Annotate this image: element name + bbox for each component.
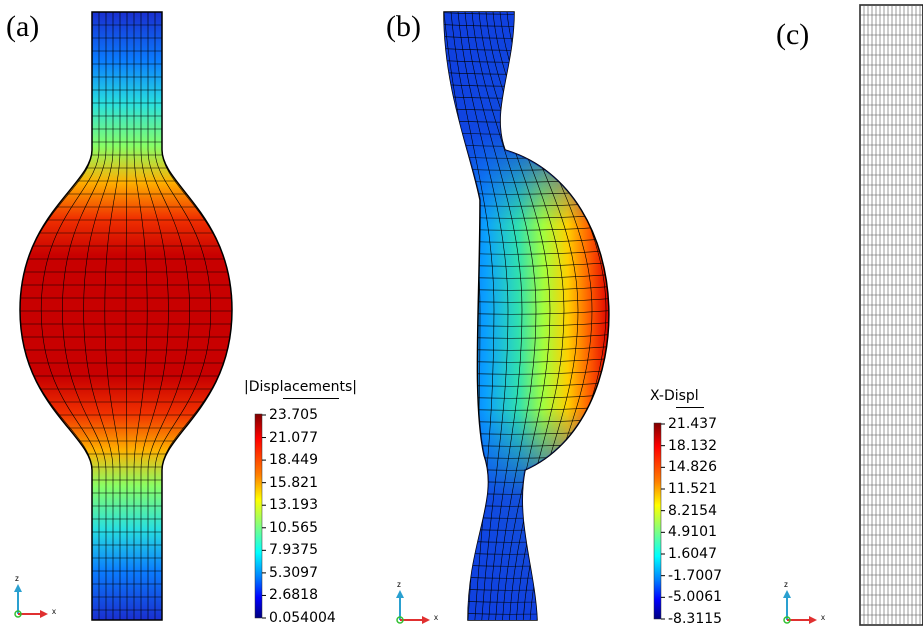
colorbar-title-b: X-Displ bbox=[650, 388, 699, 404]
mesh-b bbox=[443, 11, 610, 621]
axis-z-label-a: z bbox=[15, 574, 19, 583]
colorbar-title-rule-b bbox=[676, 407, 704, 408]
colorbar-a bbox=[254, 413, 266, 619]
colorbar-b-tick-label: 1.6047 bbox=[668, 546, 717, 562]
colorbar-b-tick-label: -5.0061 bbox=[668, 589, 723, 606]
colorbar-a-tick-label: 18.449 bbox=[269, 452, 318, 469]
axis-z-label-c: z bbox=[784, 580, 788, 589]
colorbar-b-tick-label: 11.521 bbox=[668, 481, 717, 497]
colorbar-b-tick-label: 18.132 bbox=[668, 437, 717, 454]
colorbar-b-tick-label: -1.7007 bbox=[668, 567, 723, 584]
colorbar-a-tick-label: 23.705 bbox=[269, 407, 318, 423]
axis-x-label-b: x bbox=[434, 613, 438, 622]
colorbar-b-tick-label: 8.2154 bbox=[668, 502, 717, 519]
axis-x-label-a: x bbox=[52, 607, 56, 616]
axis-x-label-c: x bbox=[821, 613, 825, 622]
colorbar-b-tick-label: -8.3115 bbox=[668, 611, 723, 627]
colorbar-a-tick-label: 7.9375 bbox=[269, 542, 318, 559]
mesh-c bbox=[859, 4, 923, 626]
colorbar-title-a: |Displacements| bbox=[244, 379, 357, 395]
axis-triad-a bbox=[14, 584, 48, 618]
mesh-a bbox=[19, 11, 233, 621]
axis-triad-c bbox=[783, 590, 817, 624]
colorbar-a-tick-label: 2.6818 bbox=[269, 587, 318, 604]
axis-triad-b bbox=[396, 590, 430, 624]
colorbar-b-tick-label: 21.437 bbox=[668, 416, 717, 432]
colorbar-a-tick-label: 0.054004 bbox=[269, 610, 336, 626]
panel-label-c: (c) bbox=[776, 18, 810, 51]
panel-label-b: (b) bbox=[386, 10, 421, 43]
axis-z-label-b: z bbox=[397, 580, 401, 589]
colorbar-a-tick-label: 10.565 bbox=[269, 519, 318, 536]
colorbar-a-tick-label: 13.193 bbox=[269, 497, 318, 514]
colorbar-b-tick-label: 4.9101 bbox=[668, 524, 717, 541]
colorbar-a-tick-label: 15.821 bbox=[269, 474, 318, 491]
colorbar-b bbox=[653, 422, 665, 620]
colorbar-a-tick-label: 5.3097 bbox=[269, 564, 318, 581]
panel-label-a: (a) bbox=[6, 10, 40, 43]
colorbar-a-tick-label: 21.077 bbox=[269, 429, 318, 446]
colorbar-b-tick-label: 14.826 bbox=[668, 459, 717, 476]
colorbar-title-rule-a bbox=[283, 398, 339, 399]
